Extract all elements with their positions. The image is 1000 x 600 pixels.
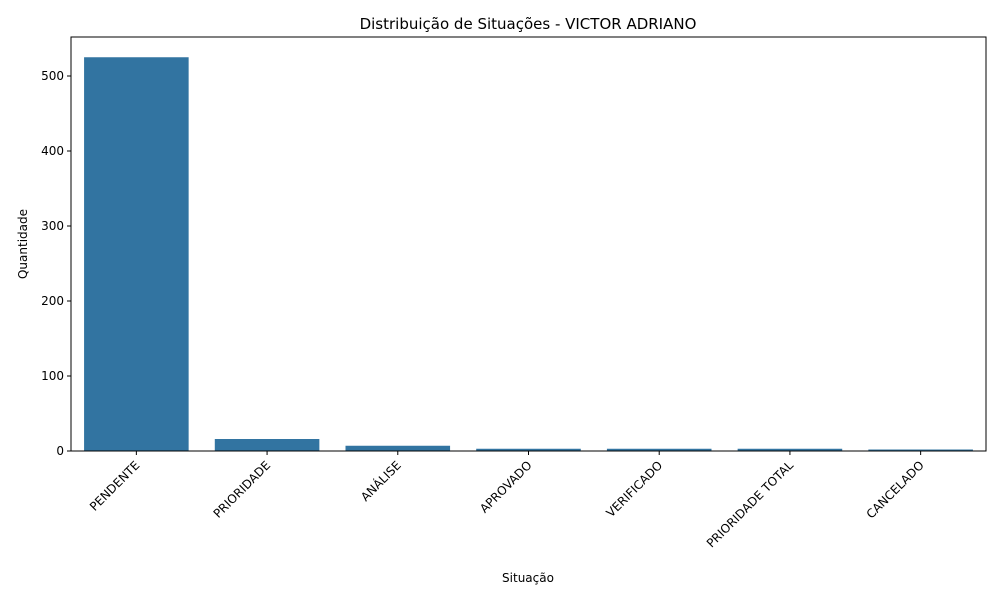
y-tick-label: 400 xyxy=(41,144,64,158)
x-ticks-group: PENDENTE PRIORIDADE ANÁLISE APROVADO VERIFIC… xyxy=(87,451,927,550)
x-tick-label: APROVADO xyxy=(477,458,535,516)
bar-5 xyxy=(737,448,843,451)
y-tick-label: 300 xyxy=(41,219,64,233)
x-tick-label: VERIFICADO xyxy=(604,458,666,520)
plot-background xyxy=(71,37,986,451)
x-tick-label: PENDENTE xyxy=(87,458,143,514)
y-tick-label: 100 xyxy=(41,369,64,383)
x-tick-label: CANCELADO xyxy=(864,458,927,521)
chart-title: Distribuição de Situações - VICTOR ADRIA… xyxy=(360,15,697,33)
y-ticks-group: 0 100 200 300 400 500 xyxy=(41,69,71,458)
y-tick-label: 200 xyxy=(41,294,64,308)
y-axis-label: Quantidade xyxy=(16,209,30,279)
x-axis-label: Situação xyxy=(502,571,554,585)
bar-1 xyxy=(214,439,320,451)
x-tick-label: PRIORIDADE TOTAL xyxy=(704,458,796,550)
y-tick-label: 0 xyxy=(56,444,64,458)
bar-4 xyxy=(606,448,712,451)
y-tick-label: 500 xyxy=(41,69,64,83)
x-tick-label: PRIORIDADE xyxy=(211,458,274,521)
bar-6 xyxy=(868,449,973,451)
bar-2 xyxy=(345,445,451,451)
bar-3 xyxy=(476,448,581,451)
plot-frame xyxy=(70,36,987,452)
bars-group xyxy=(84,57,973,451)
bar-0 xyxy=(84,57,189,451)
x-tick-label: ANÁLISE xyxy=(357,458,404,505)
